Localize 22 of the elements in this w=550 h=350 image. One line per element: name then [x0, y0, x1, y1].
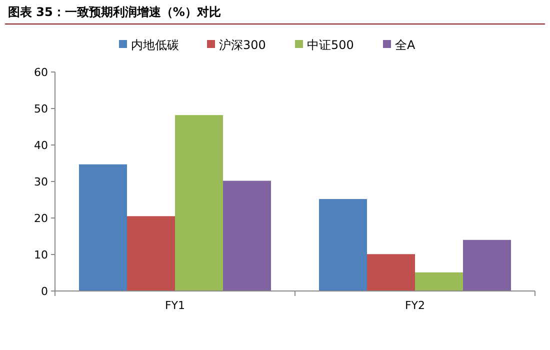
bar: [223, 180, 271, 291]
legend-label: 全A: [395, 38, 416, 52]
bar: [79, 164, 127, 291]
chart-title: 图表 35：一致预期利润增速（%）对比: [8, 5, 221, 19]
y-tick-label: 40: [34, 138, 48, 152]
y-tick-label: 60: [34, 66, 48, 79]
bar: [319, 199, 367, 291]
legend-label: 内地低碳: [131, 38, 179, 52]
bar: [463, 240, 511, 291]
y-tick-label: 20: [34, 212, 48, 225]
x-tick-label: FY2: [404, 299, 426, 312]
y-tick-label: 10: [34, 248, 48, 262]
y-tick-label: 0: [41, 284, 48, 298]
x-tick-label: FY1: [164, 299, 186, 312]
bar: [367, 254, 415, 291]
bar: [127, 216, 175, 291]
bar: [415, 272, 463, 291]
bar: [175, 115, 223, 291]
y-tick-label: 30: [34, 175, 48, 188]
y-tick-label: 50: [34, 102, 48, 116]
legend-label: 中证500: [307, 38, 354, 52]
legend-label: 沪深300: [219, 38, 266, 52]
